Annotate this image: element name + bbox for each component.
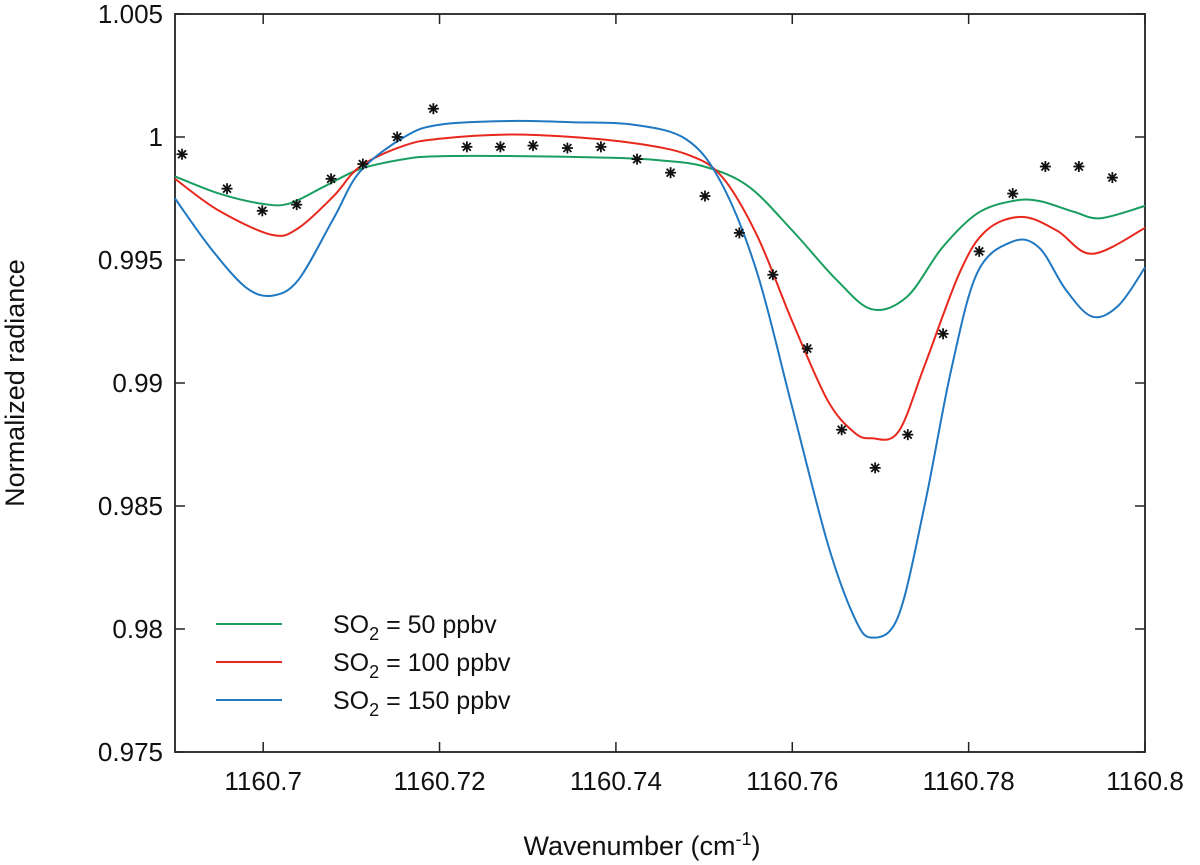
legend-label-pre: SO: [333, 649, 369, 677]
observed-point: [665, 167, 677, 179]
legend-label-post: = 50 ppbv: [379, 611, 497, 639]
observed-point: [494, 141, 506, 153]
y-tick-label: 1.005: [98, 0, 163, 29]
x-tick-label: 1160.8: [1106, 766, 1184, 796]
observed-point: [973, 245, 985, 257]
y-tick-label: 0.985: [98, 491, 163, 521]
plot-frame: [174, 13, 1146, 753]
observed-point: [836, 424, 848, 436]
observed-point-stroke: [1040, 161, 1050, 172]
x-axis-title-end: ): [752, 831, 761, 861]
observed-point-stroke: [528, 141, 538, 151]
observed-point: [1073, 161, 1085, 173]
x-axis-title-base: Wavenumber (cm: [523, 831, 735, 861]
observed-point: [291, 199, 303, 211]
observed-point: [1039, 161, 1051, 173]
observed-point: [527, 140, 539, 152]
observed-point-stroke: [428, 104, 438, 114]
observed-point-stroke: [734, 228, 744, 238]
x-tick-label: 1160.76: [746, 766, 838, 796]
observed-point-stroke: [177, 149, 187, 159]
legend-label-pre: SO: [333, 687, 369, 715]
observed-point: [595, 141, 607, 153]
legend-label-sub: 2: [369, 624, 379, 644]
observed-point: [767, 269, 779, 281]
x-tick-label: 1160.78: [923, 766, 1015, 796]
observed-point-stroke: [292, 200, 302, 210]
observed-point: [391, 131, 403, 143]
observed-point: [733, 227, 745, 239]
series-lines: [174, 119, 1146, 639]
observed-point-stroke: [974, 246, 984, 256]
observed-point-stroke: [632, 154, 642, 164]
observed-point-stroke: [870, 463, 880, 473]
observed-markers: [176, 103, 1118, 474]
observed-point-stroke: [257, 206, 267, 216]
y-tick-label: 0.975: [98, 737, 163, 767]
observed-point-stroke: [596, 142, 606, 152]
observed-point: [937, 328, 949, 340]
y-tick-label: 0.99: [112, 368, 163, 398]
observed-point-stroke: [1008, 188, 1018, 199]
series-line-so2-100-ppbv: [174, 133, 1146, 441]
legend-label-sub: 2: [369, 700, 379, 720]
observed-point: [176, 148, 188, 160]
observed-point-stroke: [326, 174, 336, 184]
observed-point-stroke: [938, 329, 948, 339]
legend-label-pre: SO: [333, 611, 369, 639]
observed-point: [461, 141, 473, 153]
x-tick-label: 1160.7: [224, 766, 302, 796]
observed-point-stroke: [768, 270, 778, 280]
observed-point: [1007, 188, 1019, 200]
observed-point: [427, 103, 439, 115]
observed-point-stroke: [358, 159, 368, 169]
series-line-so2-50-ppbv: [174, 154, 1146, 311]
axis-ticks: 1160.7 1160.72 1160.74 1160.76 1160.78 1160.8…: [98, 0, 1184, 796]
x-tick-label: 1160.74: [570, 766, 662, 796]
observed-point-stroke: [903, 430, 913, 440]
y-tick-label: 1: [149, 122, 163, 152]
observed-point-stroke: [222, 184, 232, 194]
observed-point-stroke: [462, 142, 472, 152]
observed-point-stroke: [837, 425, 847, 435]
x-tick-label: 1160.72: [394, 766, 486, 796]
y-tick-label: 0.98: [112, 614, 163, 644]
legend-label-post: = 100 ppbv: [379, 649, 511, 677]
observed-point: [325, 173, 337, 185]
observed-point: [869, 462, 881, 474]
x-axis-title-sup: -1: [736, 829, 752, 849]
observed-point-stroke: [665, 168, 676, 178]
observed-point: [1106, 172, 1118, 184]
observed-point: [561, 142, 573, 154]
series-line-so2-150-ppbv: [174, 119, 1146, 639]
observed-point-stroke: [562, 143, 573, 153]
x-axis-title: Wavenumber (cm-1): [523, 829, 760, 861]
observed-point-stroke: [700, 191, 710, 201]
observed-point: [631, 153, 643, 165]
observed-point: [357, 158, 369, 170]
y-axis-title: Normalized radiance: [0, 259, 30, 507]
observed-point-stroke: [802, 343, 812, 354]
observed-point-stroke: [1107, 172, 1117, 183]
legend-label: SO2 = 100 ppbv: [333, 649, 511, 682]
observed-point-stroke: [495, 142, 505, 152]
observed-point: [221, 183, 233, 195]
y-tick-label: 0.995: [98, 245, 163, 275]
observed-point-stroke: [1074, 161, 1084, 172]
observed-point-stroke: [392, 132, 402, 142]
observed-point: [256, 205, 268, 217]
observed-point: [699, 190, 711, 202]
observed-point: [902, 429, 914, 441]
legend-label: SO2 = 50 ppbv: [333, 611, 497, 644]
observed-point: [801, 343, 813, 355]
legend-label: SO2 = 150 ppbv: [333, 687, 511, 720]
legend-label-post: = 150 ppbv: [379, 687, 511, 715]
legend-label-sub: 2: [369, 662, 379, 682]
